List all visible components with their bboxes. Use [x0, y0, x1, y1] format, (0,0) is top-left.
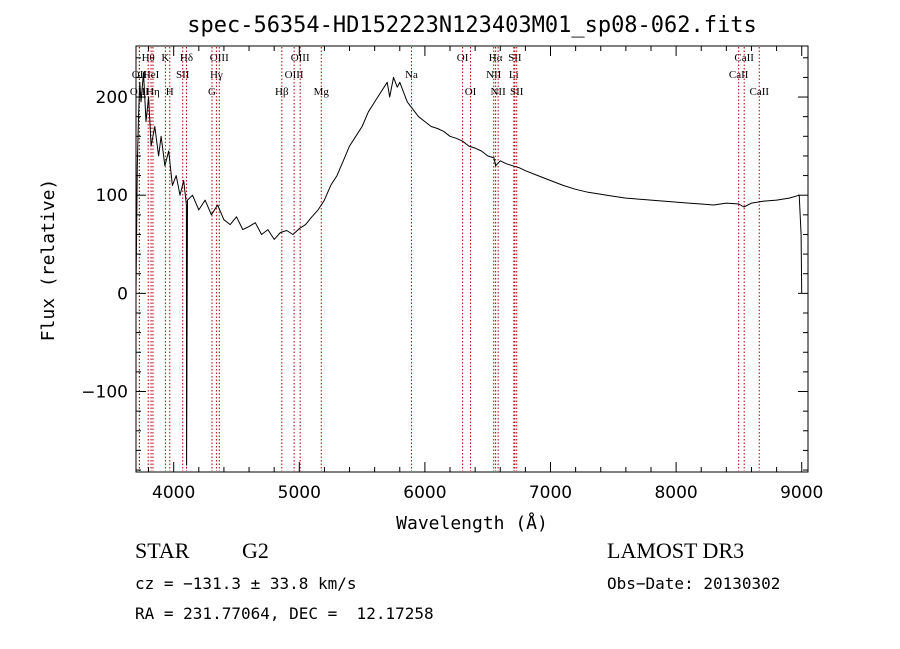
x-tick-label-8000: 8000 [654, 483, 697, 503]
chart-title: spec-56354-HD152223N123403M01_sp08-062.f… [187, 13, 757, 38]
marker-label-26: CaII [729, 69, 749, 81]
y-tick-label-100: 100 [96, 186, 128, 206]
marker-label-22: SII [508, 52, 522, 64]
y-tick-label-0: 0 [117, 284, 128, 304]
marker-label-7: SII [176, 69, 190, 81]
y-tick-label-200: 200 [96, 88, 128, 108]
marker-label-3: HeI [143, 69, 160, 81]
marker-label-24: SII [510, 86, 524, 98]
marker-label-12: Hβ [275, 86, 289, 98]
marker-label-19: Hα [489, 52, 503, 64]
marker-label-13: OIII [291, 52, 310, 64]
x-tick-label-9000: 9000 [780, 483, 823, 503]
marker-label-5: K [161, 52, 169, 64]
series-layer [135, 72, 803, 466]
marker-label-8: Hδ [180, 52, 193, 64]
marker-label-4: Hη [146, 86, 160, 98]
redshift-velocity: cz = −131.3 ± 33.8 km/s [135, 574, 357, 593]
marker-label-18: OI [465, 86, 477, 98]
x-tick-label-7000: 7000 [529, 483, 572, 503]
y-axis-label: Flux (relative) [38, 179, 59, 342]
x-axis-label: Wavelength (Å) [396, 512, 548, 534]
marker-label-10: Hγ [210, 69, 223, 81]
marker-label-17: OI [457, 52, 469, 64]
plot-frame [135, 45, 809, 473]
x-tick-label-5000: 5000 [278, 483, 321, 503]
marker-label-9: OIII [210, 52, 229, 64]
marker-label-21: NII [490, 86, 506, 98]
axes: 4000 5000 6000 7000 8000 9000 −100 0 100 200 [81, 45, 823, 503]
object-class: STAR [135, 538, 190, 563]
marker-label-14: OIII [285, 69, 304, 81]
marker-label-23: Li [509, 69, 519, 81]
marker-label-11: G [208, 86, 216, 98]
marker-label-16: Na [405, 69, 418, 81]
marker-label-6: H [166, 86, 174, 98]
spectrum-line-0 [135, 72, 803, 466]
object-subclass: G2 [242, 538, 269, 563]
marker-label-15: Mg [314, 86, 330, 98]
survey-label: LAMOST DR3 [607, 538, 745, 563]
marker-label-25: CaII [734, 52, 754, 64]
x-tick-label-4000: 4000 [152, 483, 195, 503]
y-tick-label--100: −100 [81, 383, 128, 403]
observation-date: Obs−Date: 20130302 [607, 574, 781, 593]
marker-label-20: NII [486, 69, 502, 81]
x-tick-label-6000: 6000 [403, 483, 446, 503]
marker-label-27: CaII [749, 86, 769, 98]
coordinates: RA = 231.77064, DEC = 12.17258 [135, 604, 434, 623]
